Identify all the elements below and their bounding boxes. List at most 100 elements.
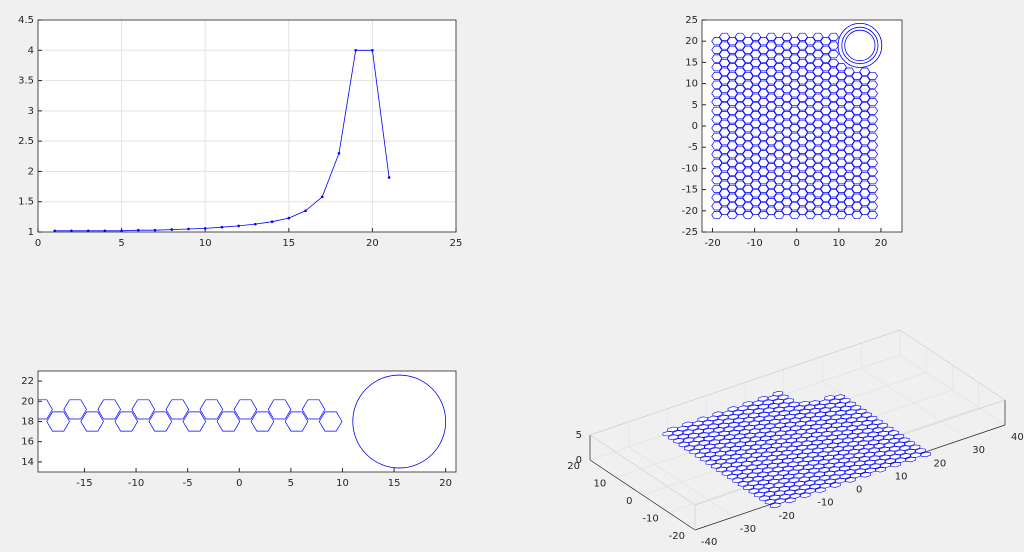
hexagon <box>765 145 777 154</box>
x-tick-label: -30 <box>740 524 756 535</box>
hexagon <box>812 58 824 67</box>
hexagon <box>757 54 769 63</box>
hexagon <box>854 460 865 467</box>
x-tick-label: 10 <box>895 471 908 482</box>
hexagon <box>859 163 871 172</box>
hexagon <box>734 76 746 85</box>
hexagon <box>851 202 863 211</box>
hexagon <box>719 128 731 137</box>
hexagon <box>756 455 768 462</box>
hexagon <box>711 54 723 63</box>
hexagon <box>778 394 789 400</box>
y-tick-label: 16 <box>21 437 34 448</box>
hexagon <box>789 54 801 63</box>
hexagon <box>789 167 801 176</box>
hexagon <box>711 202 723 211</box>
hexagon <box>789 150 801 159</box>
hexagon <box>843 154 855 163</box>
hexagon <box>779 410 790 416</box>
hexagon <box>861 412 872 418</box>
hexagon <box>754 432 766 438</box>
hexagon <box>829 474 841 480</box>
hexagon <box>739 437 751 443</box>
hexagon <box>789 106 801 115</box>
x-tick-label: -20 <box>779 511 795 522</box>
hexagon <box>815 411 826 418</box>
hexagon <box>851 158 863 167</box>
hexagon <box>867 167 879 176</box>
hexagon <box>773 106 785 115</box>
hexagon <box>777 454 788 460</box>
hexagon <box>828 171 840 180</box>
hexagon <box>812 137 824 146</box>
hexagon <box>850 405 862 411</box>
hexagon <box>711 124 723 133</box>
hexagon <box>233 399 258 420</box>
hexagon <box>765 76 777 85</box>
hexagon <box>820 176 832 185</box>
hexagon <box>859 85 871 94</box>
data-point <box>237 224 240 228</box>
hexagon <box>719 58 731 67</box>
hexagon <box>63 399 87 420</box>
hexagon <box>726 184 738 193</box>
hexagon <box>781 154 793 163</box>
hexagon <box>719 438 730 445</box>
hexagon <box>781 145 793 154</box>
hexagon <box>804 37 816 46</box>
hexagon <box>726 63 738 72</box>
y-tick-label: -15 <box>682 185 698 196</box>
hexagon <box>678 433 689 440</box>
hexagon <box>750 137 762 146</box>
hexagon <box>726 45 738 54</box>
hexagon <box>859 198 871 207</box>
hexagon <box>757 202 769 211</box>
hexagon <box>843 171 855 180</box>
hexagon <box>771 450 783 457</box>
hexagon <box>877 423 889 429</box>
hexagon <box>798 460 809 467</box>
hexagon <box>708 423 719 430</box>
hexagon <box>734 433 745 440</box>
hexagon <box>781 128 793 137</box>
hexagon <box>750 41 762 50</box>
hexagon <box>734 93 746 102</box>
hexagon <box>789 63 801 72</box>
hexagon <box>781 119 793 128</box>
hexagon <box>796 198 808 207</box>
hexagon <box>724 442 736 448</box>
hexagon <box>867 211 879 220</box>
hexagon <box>828 163 840 172</box>
hexagon <box>750 50 762 59</box>
data-point <box>337 151 341 155</box>
hexagon <box>839 465 850 472</box>
hexagon <box>719 163 731 172</box>
hexagon <box>805 488 816 494</box>
hexagon <box>843 93 855 102</box>
hexagon <box>781 41 793 50</box>
hexagon <box>804 124 816 133</box>
data-point <box>203 227 207 230</box>
y-tick-label: -5 <box>688 142 698 153</box>
hexagon <box>804 63 816 72</box>
hexagon <box>820 184 832 193</box>
hexagon <box>711 184 723 193</box>
hexagon <box>719 102 731 111</box>
hexagon <box>773 406 785 413</box>
hexagon <box>711 150 723 159</box>
hexagon <box>773 482 785 488</box>
hexagon <box>835 89 847 98</box>
hexagon <box>765 58 777 67</box>
hexagon <box>752 476 764 482</box>
hexagon <box>734 67 746 76</box>
data-point <box>103 229 107 232</box>
hexagon <box>828 111 840 120</box>
hexagon <box>899 445 911 451</box>
hexagon <box>789 45 801 54</box>
hexagon <box>763 399 774 406</box>
hexagon <box>765 189 777 198</box>
hexagon <box>851 71 863 80</box>
hexagon <box>765 180 777 189</box>
hexagon <box>781 442 792 448</box>
hexagon <box>747 404 759 411</box>
